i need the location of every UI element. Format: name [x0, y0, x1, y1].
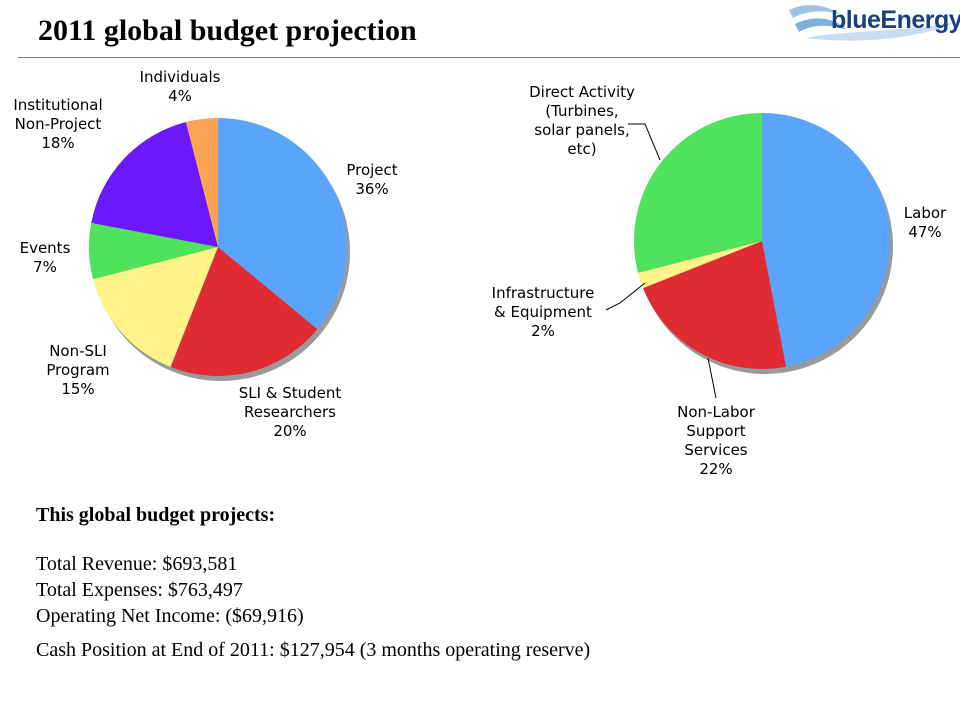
pie-slice-sli-student [170, 247, 318, 377]
pie-slice-non-sli [93, 247, 218, 367]
leader-line-direct-activity [628, 123, 661, 161]
title-divider [18, 57, 960, 58]
pie-slice-direct-activity [633, 113, 762, 273]
slice-label-sli-student: SLI & Student Researchers 20% [239, 384, 342, 440]
leader-line-infrastructure [605, 282, 646, 311]
slice-label-institutional: Institutional Non-Project 18% [13, 96, 102, 152]
pie-slice-institutional [91, 122, 218, 247]
expenses-pie-chart [633, 113, 893, 374]
summary-total-revenue: Total Revenue: $693,581 [36, 553, 238, 575]
slice-label-infrastructure: Infrastructure & Equipment 2% [492, 284, 595, 340]
slice-label-non-labor: Non-Labor Support Services 22% [677, 403, 756, 478]
pie-slice-non-labor [642, 241, 786, 369]
pie-slice-events [88, 222, 218, 280]
summary-heading: This global budget projects: [36, 504, 276, 526]
pie-slice-individuals [185, 118, 218, 247]
summary-operating-net-income: Operating Net Income: ($69,916) [36, 605, 304, 627]
leader-line-non-labor [707, 357, 717, 399]
slice-label-individuals: Individuals 4% [140, 68, 221, 105]
pie-slice-infrastructure [638, 241, 762, 289]
pie-labels: Project 36% SLI & Student Researchers 20% Non… [13, 68, 947, 478]
slice-label-direct-activity: Direct Activity (Turbines, solar panels, et… [529, 83, 635, 158]
budget-summary: This global budget projects: Total Reven… [36, 504, 590, 663]
summary-total-expenses: Total Expenses: $763,497 [36, 579, 243, 601]
slice-label-events: Events 7% [20, 239, 71, 276]
slice-label-non-sli: Non-SLI Program 15% [46, 342, 109, 398]
pie-slice-project [218, 118, 348, 330]
slice-label-project: Project 36% [346, 161, 397, 198]
logo-swoosh-icon [789, 5, 957, 41]
slice-label-labor: Labor 47% [904, 204, 947, 241]
logo-text: blueEnergy [831, 6, 960, 34]
summary-cash-position: Cash Position at End of 2011: $127,954 (… [36, 639, 591, 661]
revenue-pie-chart [88, 118, 350, 381]
blueenergy-logo: blueEnergy [785, 0, 960, 50]
pie-slice-labor [762, 113, 890, 367]
page-title: 2011 global budget projection [38, 14, 417, 47]
pie-charts: Project 36% SLI & Student Researchers 20% Non… [13, 68, 947, 478]
